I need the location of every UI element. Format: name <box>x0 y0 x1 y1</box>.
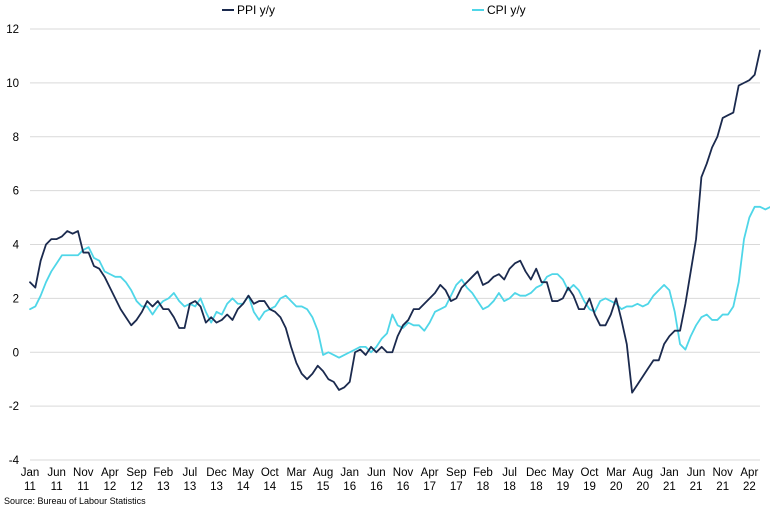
x-tick-label-month: Nov <box>73 467 94 479</box>
x-tick-label-year: 21 <box>663 481 676 493</box>
x-tick-label-month: Dec <box>206 467 227 479</box>
x-tick-label-year: 21 <box>716 481 729 493</box>
x-tick-label-year: 11 <box>24 481 36 493</box>
legend-label: PPI y/y <box>237 3 275 17</box>
x-tick-label-year: 16 <box>343 481 356 493</box>
x-tick-label-month: Nov <box>393 467 414 479</box>
x-tick-label-month: Apr <box>740 467 758 479</box>
x-tick-label-year: 18 <box>503 481 516 493</box>
x-tick-label-year: 20 <box>636 481 649 493</box>
x-tick-label-month: Jan <box>340 467 359 479</box>
x-tick-label-year: 12 <box>104 481 117 493</box>
x-tick-label-month: Jul <box>183 467 198 479</box>
x-tick-label-month: Aug <box>313 467 333 479</box>
x-tick-label-month: Sep <box>126 467 146 479</box>
legend-label: CPI y/y <box>487 3 526 17</box>
x-tick-label-month: Mar <box>606 467 626 479</box>
x-tick-label-month: Jan <box>660 467 679 479</box>
y-tick-label: 4 <box>13 240 20 252</box>
x-tick-label-year: 11 <box>77 481 89 493</box>
legend: PPI y/y CPI y/y <box>222 3 526 17</box>
horizontal-gridlines <box>30 28 760 461</box>
x-tick-label-year: 18 <box>477 481 490 493</box>
y-tick-label: 8 <box>13 132 19 144</box>
x-tick-label-year: 17 <box>450 481 463 493</box>
y-tick-label: 12 <box>6 24 19 36</box>
x-tick-label-year: 12 <box>130 481 143 493</box>
x-tick-label-month: Jun <box>47 467 66 479</box>
x-tick-label-year: 21 <box>690 481 703 493</box>
x-tick-label-year: 16 <box>370 481 383 493</box>
x-tick-label-year: 18 <box>530 481 543 493</box>
x-tick-label-month: May <box>552 467 574 479</box>
x-tick-label-year: 16 <box>397 481 410 493</box>
x-tick-label-year: 14 <box>237 481 250 493</box>
x-axis-tick-labels: Jan 11 Jun 11 Nov 11 Apr 12 Sep 12 Feb 13 Jul 13 Dec 13… <box>21 467 759 493</box>
x-tick-label-year: 15 <box>317 481 330 493</box>
x-tick-label-year: 14 <box>263 481 276 493</box>
x-tick-label-year: 11 <box>51 481 63 493</box>
series-lines <box>29 49 770 394</box>
y-tick-label: -4 <box>9 455 20 467</box>
x-tick-label-year: 13 <box>183 481 196 493</box>
y-tick-label: 6 <box>13 186 19 198</box>
series-line-cpi-y-y <box>29 205 770 359</box>
x-tick-label-month: Apr <box>421 467 439 479</box>
x-tick-label-month: Sep <box>446 467 466 479</box>
x-tick-label-month: Oct <box>261 467 280 479</box>
x-tick-label-year: 22 <box>743 481 756 493</box>
y-tick-label: 10 <box>6 78 19 90</box>
x-tick-label-month: Feb <box>473 467 493 479</box>
series-line-ppi-y-y <box>29 49 761 394</box>
x-tick-label-month: Feb <box>153 467 173 479</box>
x-tick-label-year: 13 <box>157 481 170 493</box>
x-tick-label-month: Jun <box>687 467 706 479</box>
y-tick-label: 2 <box>13 293 19 305</box>
x-tick-label-month: Oct <box>581 467 600 479</box>
x-tick-label-month: Nov <box>712 467 733 479</box>
x-tick-label-month: Jun <box>367 467 386 479</box>
x-tick-label-year: 15 <box>290 481 303 493</box>
x-tick-label-year: 20 <box>610 481 623 493</box>
x-tick-label-year: 13 <box>210 481 223 493</box>
x-tick-label-year: 19 <box>583 481 596 493</box>
y-tick-label: -2 <box>9 401 19 413</box>
x-tick-label-month: Jul <box>502 467 517 479</box>
x-tick-label-year: 17 <box>423 481 436 493</box>
y-tick-label: 0 <box>13 347 19 359</box>
x-tick-label-month: Apr <box>101 467 119 479</box>
x-tick-label-month: May <box>232 467 254 479</box>
x-tick-label-month: Mar <box>287 467 307 479</box>
x-tick-label-month: Jan <box>21 467 40 479</box>
y-axis-tick-labels: 12 10 8 6 4 2 0 -2 -4 <box>6 24 19 467</box>
x-tick-label-month: Aug <box>633 467 653 479</box>
x-tick-label-year: 19 <box>556 481 569 493</box>
source-note: Source: Bureau of Labour Statistics <box>4 496 146 506</box>
x-tick-label-month: Dec <box>526 467 547 479</box>
